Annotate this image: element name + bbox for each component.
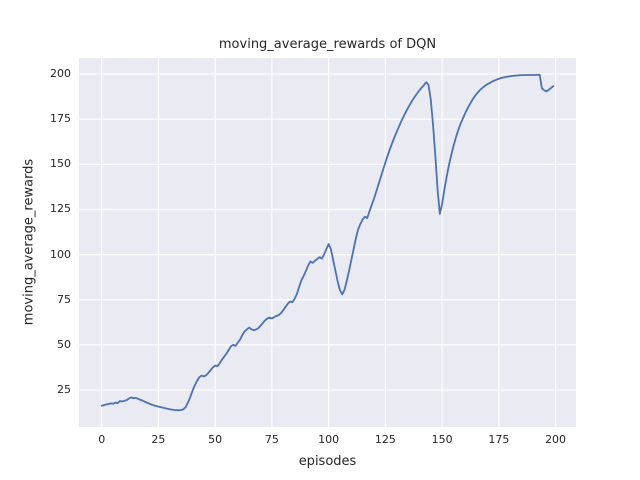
x-tick-label: 50 [208, 433, 223, 446]
y-tick-label: 25 [57, 382, 71, 396]
chart-title: moving_average_rewards of DQN [218, 37, 437, 52]
x-tick-label: 200 [545, 433, 567, 446]
x-tick-label: 125 [374, 433, 396, 446]
x-tick-label: 150 [431, 433, 453, 446]
x-tick-label: 100 [318, 433, 340, 446]
grid [79, 58, 576, 427]
y-tick-label: 175 [50, 112, 71, 126]
y-tick-label: 125 [50, 202, 71, 216]
x-tick-label: 75 [264, 433, 279, 446]
y-tick-label: 50 [57, 337, 71, 351]
x-tick-label: 175 [488, 433, 510, 446]
y-tick-label: 100 [50, 247, 71, 261]
x-tick-label: 0 [98, 433, 106, 446]
reward-line [100, 73, 555, 412]
y-tick-label: 150 [50, 157, 71, 171]
y-tick-label: 200 [50, 67, 71, 81]
plot-area [79, 58, 576, 427]
x-tick-label: 25 [151, 433, 166, 446]
y-tick-label: 75 [57, 292, 71, 306]
x-axis-label: episodes [298, 454, 357, 469]
